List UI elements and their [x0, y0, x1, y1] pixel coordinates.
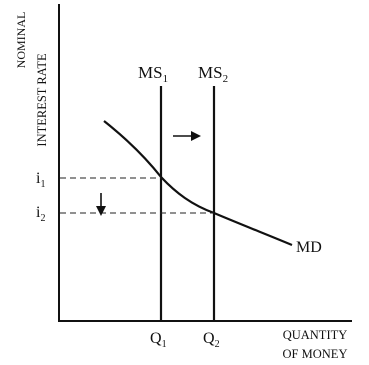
y-axis-label-line1: NOMINAL: [14, 12, 28, 69]
x-tick-q2-subscript: 2: [215, 339, 220, 350]
x-tick-q1: Q1: [150, 330, 167, 350]
y-tick-i2-subscript: 2: [40, 213, 45, 224]
ms2-label-main: MS: [198, 63, 223, 82]
x-tick-q1-subscript: 1: [162, 339, 167, 350]
y-tick-i2-main: i: [36, 204, 41, 221]
ms1-label: MS1: [138, 63, 168, 85]
ms1-label-main: MS: [138, 63, 163, 82]
y-tick-i1-subscript: 1: [40, 179, 45, 190]
x-tick-q2: Q2: [203, 330, 220, 350]
interest-rate-fall-arrow-head: [96, 206, 106, 216]
y-tick-i1-main: i: [36, 170, 41, 187]
y-tick-i1: i1: [36, 170, 45, 190]
ms2-label-subscript: 2: [223, 73, 229, 85]
ms1-label-subscript: 1: [163, 73, 169, 85]
md-label: MD: [296, 239, 322, 256]
x-axis-label-line2: OF MONEY: [283, 347, 348, 361]
y-axis-label-line2: INTEREST RATE: [35, 53, 49, 147]
x-tick-q1-main: Q: [150, 330, 162, 347]
ms2-label: MS2: [198, 63, 228, 85]
interest-rate-fall-arrow: [96, 193, 106, 216]
y-tick-i2: i2: [36, 204, 45, 224]
supply-shift-arrow: [173, 131, 201, 141]
x-tick-q2-main: Q: [203, 330, 215, 347]
x-axis-label-line1: QUANTITY: [283, 328, 348, 342]
supply-shift-arrow-head: [191, 131, 201, 141]
money-demand-curve: [103, 120, 293, 247]
